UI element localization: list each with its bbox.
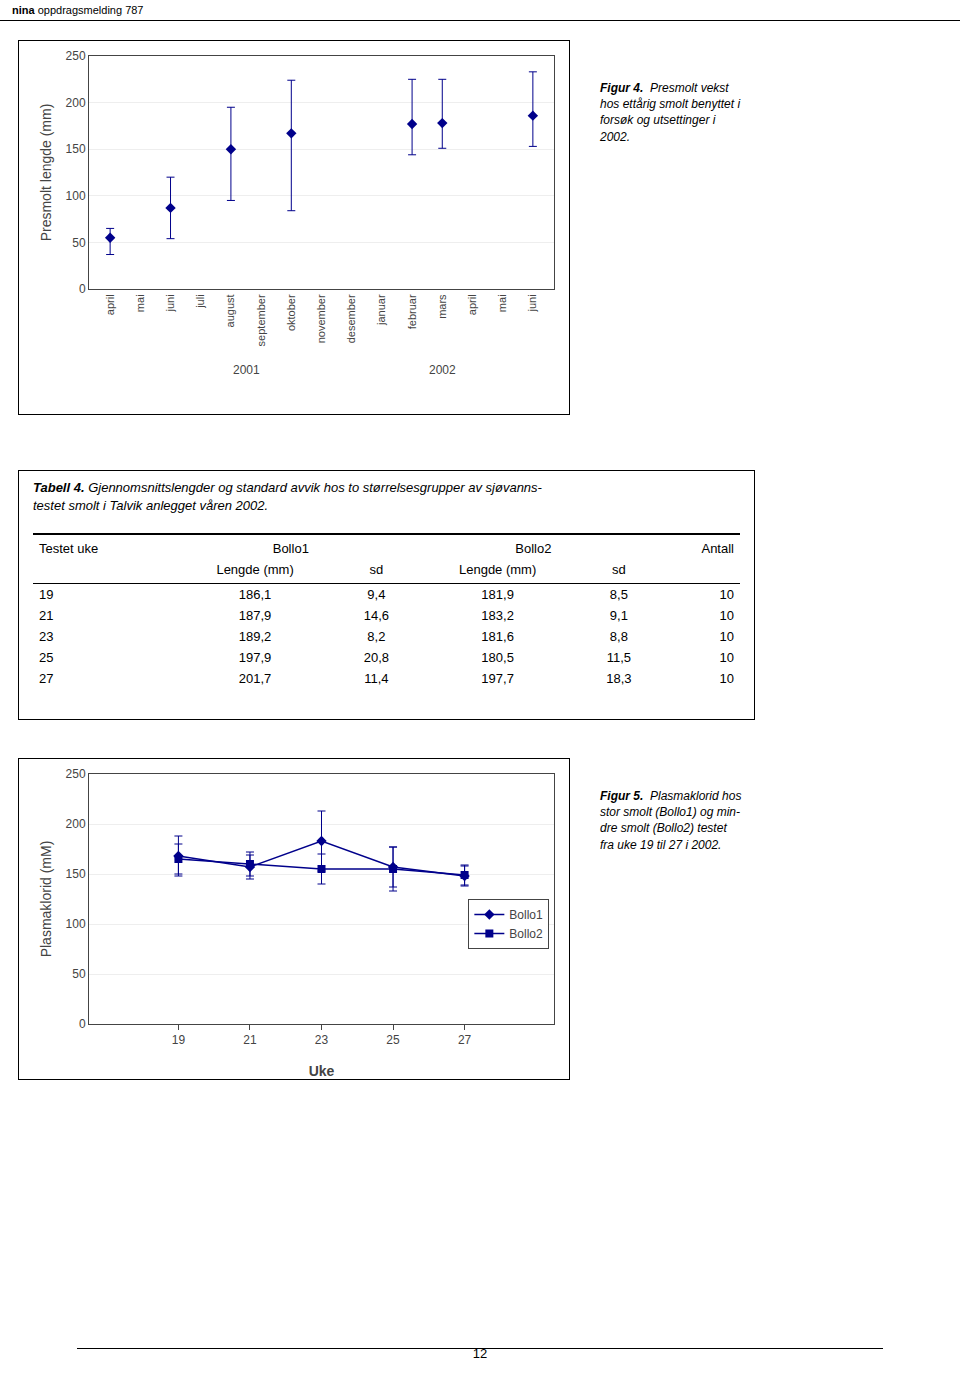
- html-text:10: 10: [719, 650, 734, 666]
- html-text:197,7: 197,7: [481, 671, 514, 687]
- html-text:sd: sd: [612, 562, 626, 578]
- svg-text:februar: februar: [406, 294, 418, 329]
- html-text:201,7: 201,7: [238, 671, 272, 687]
- svg-text:april: april: [104, 294, 116, 315]
- html-text:Bollo2: Bollo2: [515, 541, 552, 557]
- svg-text:250: 250: [66, 49, 86, 63]
- html-text:nina oppdragsmelding 787: nina oppdragsmelding 787: [12, 4, 144, 16]
- html-text:Bollo1: Bollo1: [272, 541, 309, 557]
- svg-text:2002: 2002: [429, 363, 456, 377]
- svg-text:april: april: [466, 294, 478, 315]
- html-text:Figur 5. Plasmaklorid hos stor: Figur 5. Plasmaklorid hos stor smolt (Bo…: [600, 789, 742, 852]
- svg-text:2001: 2001: [233, 363, 260, 377]
- svg-text:200: 200: [66, 817, 86, 831]
- html-text:10: 10: [719, 629, 734, 645]
- html-text:20,8: 20,8: [363, 650, 389, 666]
- svg-text:juni: juni: [164, 294, 176, 312]
- svg-text:150: 150: [66, 867, 86, 881]
- svg-text:august: august: [224, 294, 236, 327]
- html-text:8,2: 8,2: [367, 629, 386, 645]
- svg-text:juli: juli: [194, 294, 206, 308]
- html-text:21: 21: [39, 608, 54, 624]
- html-text:9,1: 9,1: [609, 608, 628, 624]
- html-text:8,5: 8,5: [609, 587, 628, 603]
- svg-text:januar: januar: [375, 294, 387, 326]
- html-text:Lengde (mm): Lengde (mm): [459, 562, 537, 578]
- html-text:12: 12: [472, 1346, 488, 1361]
- html-text:Tabell 4. Gjennomsnittslengder: Tabell 4. Gjennomsnittslengder og standa…: [33, 480, 542, 514]
- html-text:197,9: 197,9: [238, 650, 272, 666]
- html-text:183,2: 183,2: [481, 608, 514, 624]
- svg-text:21: 21: [243, 1033, 257, 1047]
- svg-text:november: november: [315, 294, 327, 343]
- html-text:181,9: 181,9: [481, 587, 514, 603]
- svg-text:Bollo2: Bollo2: [509, 927, 543, 941]
- html-text:14,6: 14,6: [363, 608, 389, 624]
- html-text:9,4: 9,4: [367, 587, 386, 603]
- html-text:25: 25: [39, 650, 54, 666]
- html-text:10: 10: [719, 671, 734, 687]
- html-text:Testet uke: Testet uke: [39, 541, 99, 557]
- html-text:189,2: 189,2: [238, 629, 272, 645]
- html-text:10: 10: [719, 608, 734, 624]
- svg-text:mars: mars: [436, 294, 448, 319]
- html-text:19: 19: [39, 587, 54, 603]
- html-text:180,5: 180,5: [481, 650, 514, 666]
- svg-text:desember: desember: [345, 294, 357, 343]
- html-text:Antall: Antall: [701, 541, 734, 557]
- html-text:Lengde (mm): Lengde (mm): [216, 562, 294, 578]
- svg-text:50: 50: [72, 967, 86, 981]
- html-text:27: 27: [39, 671, 54, 687]
- svg-text:150: 150: [66, 142, 86, 156]
- svg-text:0: 0: [79, 1017, 86, 1031]
- svg-text:Bollo1: Bollo1: [509, 908, 543, 922]
- svg-text:mai: mai: [496, 294, 508, 312]
- html-text:23: 23: [39, 629, 54, 645]
- svg-text:mai: mai: [134, 294, 146, 312]
- html-text:11,5: 11,5: [606, 650, 632, 666]
- svg-text:juni: juni: [526, 294, 538, 312]
- html-text:18,3: 18,3: [606, 671, 632, 687]
- html-text:Figur 4. Presmolt vekst hos et: Figur 4. Presmolt vekst hos ettårig smol…: [600, 81, 741, 144]
- svg-text:0: 0: [79, 282, 86, 296]
- html-text:187,9: 187,9: [238, 608, 272, 624]
- svg-text:oktober: oktober: [285, 294, 297, 331]
- svg-text:200: 200: [66, 96, 86, 110]
- svg-text:50: 50: [72, 236, 86, 250]
- html-text:10: 10: [719, 587, 734, 603]
- html-text:11,4: 11,4: [364, 671, 389, 687]
- svg-text:Uke: Uke: [309, 1063, 335, 1079]
- html-text:sd: sd: [369, 562, 384, 578]
- svg-text:27: 27: [458, 1033, 472, 1047]
- html-text:8,8: 8,8: [609, 629, 628, 645]
- svg-text:100: 100: [66, 917, 86, 931]
- svg-text:100: 100: [66, 189, 86, 203]
- html-text:186,1: 186,1: [238, 587, 272, 603]
- svg-text:19: 19: [172, 1033, 186, 1047]
- html-text:181,6: 181,6: [481, 629, 514, 645]
- svg-text:250: 250: [66, 767, 86, 781]
- svg-text:23: 23: [315, 1033, 329, 1047]
- svg-text:Plasmaklorid (mM): Plasmaklorid (mM): [38, 841, 54, 958]
- svg-text:25: 25: [386, 1033, 400, 1047]
- svg-text:september: september: [255, 294, 267, 346]
- svg-text:Presmolt lengde (mm): Presmolt lengde (mm): [38, 104, 54, 242]
